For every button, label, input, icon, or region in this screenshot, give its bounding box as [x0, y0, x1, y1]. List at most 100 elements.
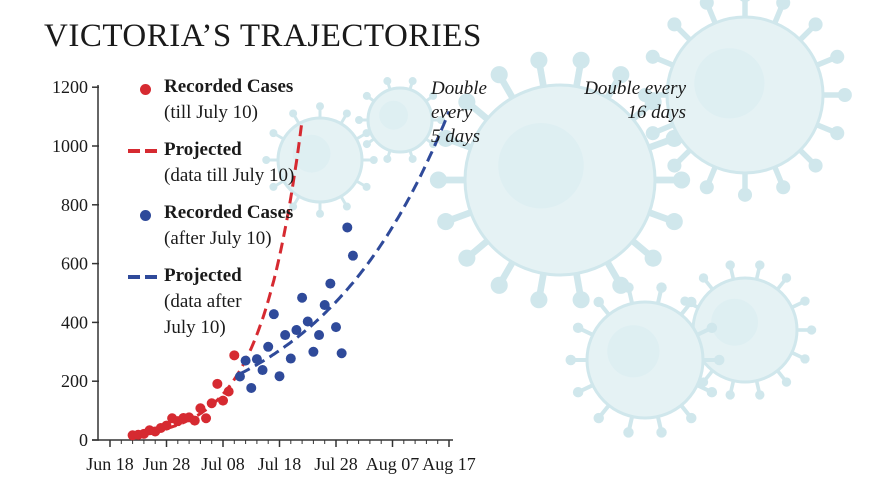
- virus-spike-tip: [572, 386, 584, 398]
- legend-blue-dash: [128, 275, 162, 279]
- virus-spike-tip: [673, 171, 691, 189]
- legend-label: Projected: [164, 265, 242, 286]
- virus-spike-tip: [800, 354, 810, 364]
- virus-shade: [379, 100, 408, 130]
- annotation-double-16-days: Double every 16 days: [584, 78, 686, 123]
- virus-spike-tip: [565, 354, 576, 366]
- virus-spike-tip: [698, 377, 709, 387]
- y-tick-label: 200: [61, 371, 88, 391]
- virus-spike-tip: [808, 158, 823, 173]
- data-point: [234, 371, 245, 382]
- legend-blue-dot: [140, 210, 151, 221]
- data-point: [251, 354, 262, 365]
- data-point: [161, 420, 172, 431]
- legend-item-recorded-after: Recorded Cases (after July 10): [128, 200, 348, 252]
- virus-spike-tip: [706, 386, 718, 398]
- data-point: [342, 222, 353, 233]
- data-point: [201, 413, 212, 424]
- virus-spike-tip: [437, 129, 455, 147]
- virus-spike-tip: [725, 260, 735, 270]
- virus-spike-tip: [490, 66, 508, 84]
- data-point: [212, 378, 223, 389]
- projection-curve: [239, 110, 451, 376]
- data-point: [189, 415, 200, 426]
- x-tick-label: Jul 08: [201, 454, 245, 474]
- data-point: [274, 371, 285, 382]
- virus-spike-tip: [362, 182, 371, 191]
- annotation-double-5-days: Double every 5 days: [431, 78, 487, 147]
- virus-spike-tip: [800, 296, 810, 306]
- virus-spike-tip: [699, 180, 714, 195]
- virus-spike-tip: [623, 427, 634, 438]
- legend: Recorded Cases (till July 10) Projected …: [128, 74, 348, 352]
- virus-spike-tip: [725, 390, 735, 400]
- virus-spike-tip: [530, 291, 548, 309]
- data-point: [308, 346, 319, 357]
- virus-spike-tip: [458, 93, 476, 111]
- virus-illustration: [262, 0, 852, 438]
- virus-spike-tip: [342, 109, 351, 118]
- x-axis: Jun 18 Jun 28 Jul 08 Jul 18 Jul 28 Aug 07 Aug …: [86, 439, 476, 474]
- virus-spike-tip: [698, 273, 709, 283]
- virus-spike-tip: [830, 126, 845, 141]
- projection-curve: [132, 119, 304, 437]
- virus-spike-tip: [656, 282, 667, 293]
- legend-note: (data after July 10): [164, 291, 242, 338]
- virus-shade: [711, 298, 758, 346]
- x-tick-label: Jun 18: [86, 454, 134, 474]
- virus-spike-tip: [656, 427, 667, 438]
- virus-spike-tip: [429, 91, 438, 100]
- virus-particle: [355, 77, 445, 163]
- y-tick-label: 1000: [52, 136, 88, 156]
- virus-spike-tip: [714, 354, 725, 366]
- virus-spike-tip: [644, 249, 662, 267]
- data-point: [229, 350, 240, 361]
- virus-spike-tip: [781, 273, 792, 283]
- virus-spike-tip: [699, 0, 714, 10]
- legend-item-projected-after: Projected (data after July 10): [128, 263, 348, 341]
- virus-spike-tip: [667, 158, 682, 173]
- virus-spike-tip: [316, 102, 324, 111]
- virus-spike-tip: [355, 116, 364, 124]
- virus-spike-tip: [269, 129, 278, 138]
- y-tick-label: 400: [61, 312, 88, 332]
- x-tick-label: Aug 07: [366, 454, 420, 474]
- virus-spike-tip: [458, 249, 476, 267]
- data-point: [218, 395, 228, 406]
- data-point: [223, 386, 234, 397]
- data-point: [280, 330, 291, 341]
- virus-shade: [607, 325, 660, 378]
- virus-shade: [694, 48, 765, 119]
- data-point: [257, 365, 268, 376]
- virus-spike-tip: [436, 116, 445, 124]
- data-point: [291, 325, 302, 336]
- data-point: [206, 398, 217, 409]
- projection-curves: [132, 110, 451, 437]
- virus-shade: [498, 123, 584, 209]
- virus-spike-tip: [830, 49, 845, 64]
- virus-spike-tip: [776, 180, 791, 195]
- virus-spike-tip: [383, 154, 392, 163]
- virus-spike-tip: [638, 87, 653, 103]
- virus-spike-tip: [612, 66, 630, 84]
- virus-spike-tip: [437, 213, 455, 231]
- virus-spike-tip: [408, 154, 417, 163]
- virus-spike-tip: [593, 296, 604, 308]
- virus-spike-tip: [686, 296, 697, 308]
- virus-spike-tip: [806, 325, 817, 335]
- virus-spike-tip: [572, 291, 590, 309]
- legend-note: (till July 10): [164, 102, 258, 123]
- data-point: [325, 278, 336, 289]
- legend-item-projected-before: Projected (data till July 10): [128, 137, 348, 189]
- virus-spike-tip: [665, 213, 683, 231]
- virus-particle: [638, 0, 852, 202]
- data-point: [240, 355, 251, 366]
- data-point: [336, 348, 347, 359]
- virus-spike-tip: [645, 49, 660, 64]
- data-point: [302, 316, 313, 327]
- virus-spike-tip: [706, 322, 718, 334]
- virus-particle: [565, 282, 725, 438]
- y-tick-label: 0: [79, 430, 88, 450]
- legend-note: (after July 10): [164, 228, 272, 249]
